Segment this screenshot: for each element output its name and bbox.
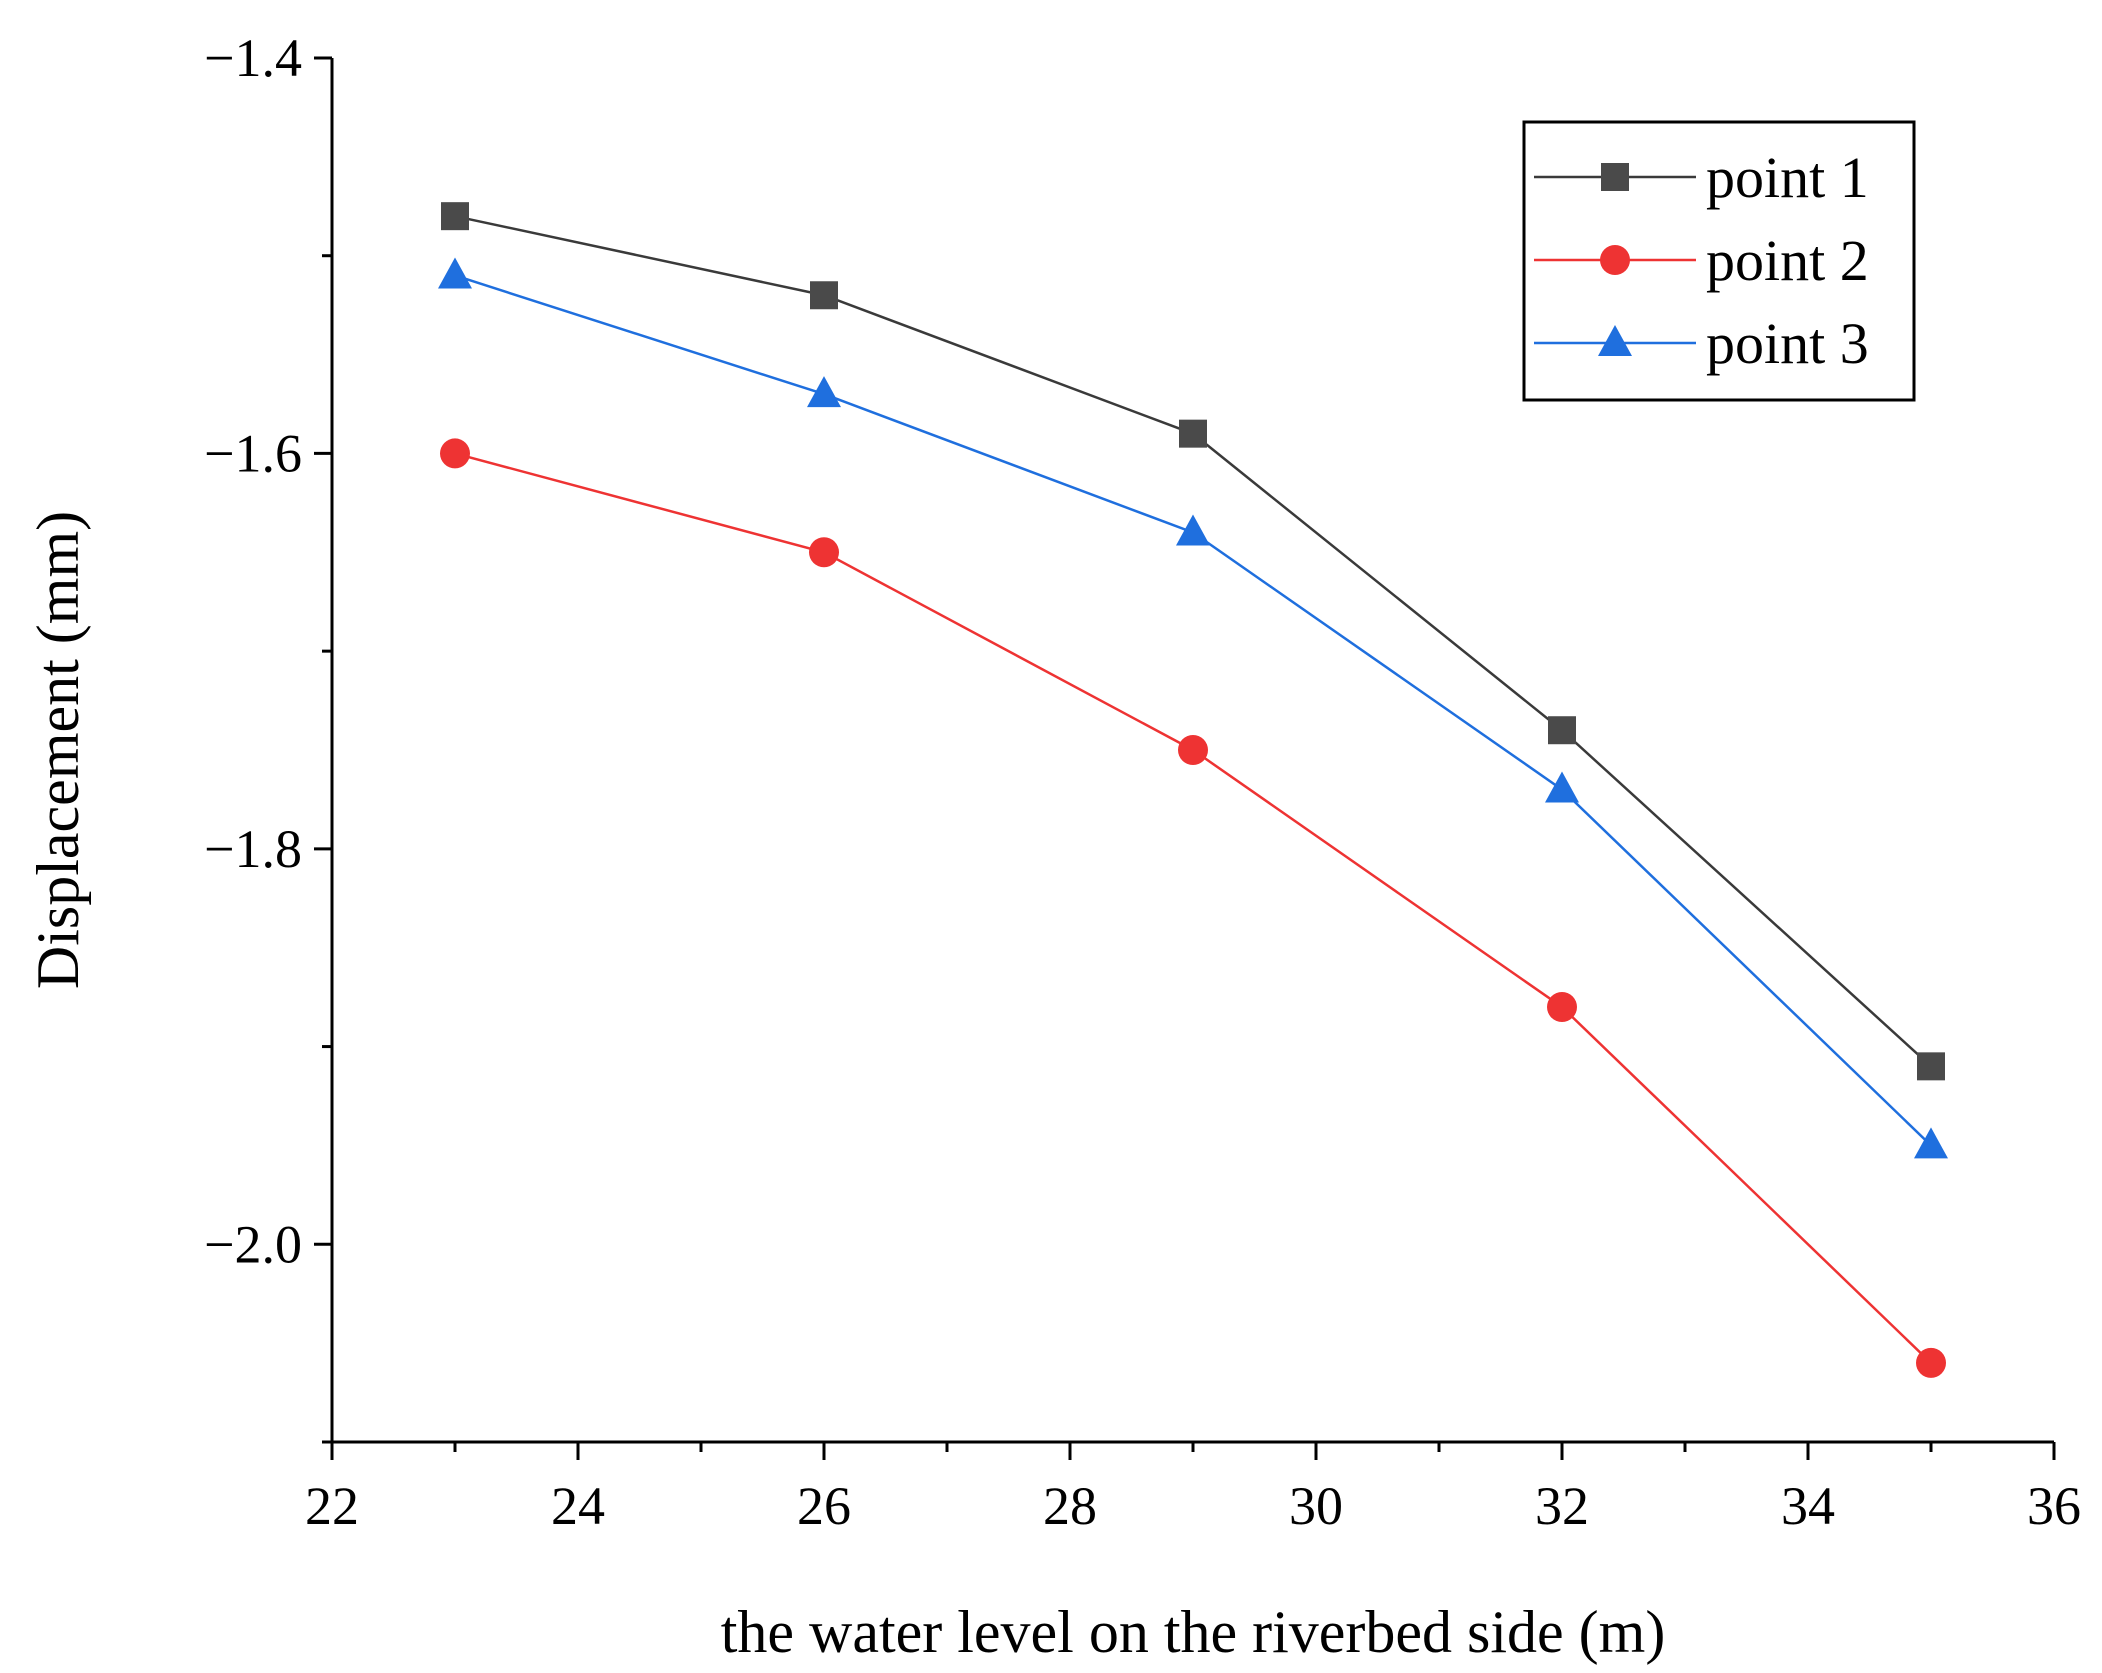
- legend-label: point 2: [1706, 228, 1869, 293]
- y-axis-title: Displacement (mm): [25, 511, 91, 989]
- data-point: [1547, 992, 1577, 1023]
- legend-marker: [1601, 163, 1629, 191]
- x-tick-label: 36: [2027, 1476, 2081, 1536]
- series-2: [440, 438, 1946, 1378]
- data-point: [438, 257, 472, 289]
- data-point: [1176, 514, 1210, 546]
- legend-item: point 3: [1534, 311, 1869, 376]
- data-point: [1914, 1127, 1948, 1159]
- x-tick-label: 24: [551, 1476, 605, 1536]
- legend-item: point 1: [1534, 145, 1869, 210]
- legend-label: point 3: [1706, 311, 1869, 376]
- x-tick-label: 22: [305, 1476, 359, 1536]
- series-line: [454, 274, 1932, 1147]
- data-point: [810, 281, 838, 310]
- x-tick-label: 26: [797, 1476, 851, 1536]
- data-point: [1179, 419, 1207, 448]
- data-point: [1548, 716, 1576, 745]
- y-tick-label: −1.4: [204, 28, 302, 88]
- y-tick-label: −1.8: [204, 819, 302, 879]
- axes: 22 24 26 28 30 32 34 36 −1.4 −1.6 −1.8 −2.0: [204, 28, 2081, 1536]
- data-point: [1545, 771, 1579, 803]
- x-tick-label: 28: [1043, 1476, 1097, 1536]
- data-point: [440, 438, 470, 469]
- legend-label: point 1: [1706, 145, 1869, 210]
- legend-marker: [1600, 245, 1630, 275]
- series-line: [454, 452, 1932, 1364]
- data-point: [809, 537, 839, 568]
- y-tick-label: −2.0: [204, 1214, 302, 1274]
- data-point: [807, 376, 841, 408]
- series-1: [441, 202, 1945, 1081]
- series-3: [438, 257, 1948, 1159]
- series-layer: [438, 202, 1948, 1378]
- x-tick-label: 32: [1535, 1476, 1589, 1536]
- legend-marker: [1598, 325, 1632, 356]
- x-tick-label: 34: [1781, 1476, 1835, 1536]
- legend: point 1 point 2 point 3: [1522, 120, 1916, 402]
- x-axis-title: the water level on the riverbed side (m): [721, 1599, 1666, 1665]
- data-point: [1917, 1052, 1945, 1081]
- legend-item: point 2: [1534, 228, 1869, 293]
- x-tick-label: 30: [1289, 1476, 1343, 1536]
- data-point: [441, 202, 469, 231]
- data-point: [1916, 1347, 1946, 1378]
- y-tick-label: −1.6: [204, 423, 302, 483]
- data-point: [1178, 735, 1208, 765]
